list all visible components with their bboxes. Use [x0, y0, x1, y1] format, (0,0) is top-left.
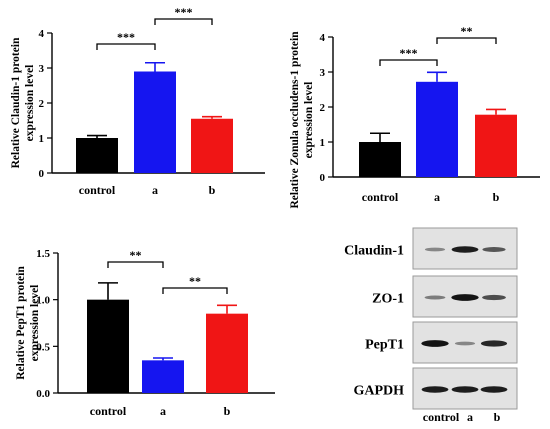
blot-band	[451, 294, 479, 301]
significance-label: **	[130, 248, 142, 262]
significance-label: **	[189, 274, 201, 288]
western-blot-panel: Claudin-1 ZO-1 PepT1 GAPDH control a b	[344, 227, 518, 424]
x-tick-label: control	[79, 183, 116, 197]
significance-label: ***	[117, 30, 135, 44]
y-tick-label: 1	[320, 137, 326, 149]
significance-bracket: ***	[96, 30, 156, 50]
y-tick-label: 2	[320, 102, 326, 114]
blot-row-zo-1: ZO-1	[372, 275, 518, 318]
blot-lane-label: b	[494, 410, 501, 424]
y-tick-label: 1	[39, 133, 45, 145]
x-tick-label: a	[152, 183, 158, 197]
y-axis-label-line: expression level	[303, 82, 315, 159]
y-axis-label-line: Relative Claudin-1 protein	[10, 37, 22, 168]
x-tick-label: control	[362, 190, 399, 204]
blot-row-label: GAPDH	[353, 384, 404, 399]
bar-b	[475, 114, 517, 177]
y-tick-label: 0.0	[36, 388, 50, 400]
x-tick-label: b	[224, 404, 231, 418]
blot-band	[480, 340, 508, 347]
bar-control	[359, 142, 401, 177]
y-tick-label: 0.5	[36, 341, 50, 353]
bar-a	[134, 71, 176, 173]
y-tick-label: 0	[320, 172, 326, 184]
significance-bracket: **	[107, 248, 164, 268]
blot-row-label: ZO-1	[372, 292, 404, 307]
blot-lane-label: control	[423, 410, 460, 424]
x-tick-label: control	[90, 404, 127, 418]
x-tick-label: a	[434, 190, 440, 204]
bracket-line	[154, 18, 213, 25]
blot-band	[421, 340, 449, 347]
y-tick-label: 3	[39, 63, 45, 75]
zo-1-bar-chart: 0 1 2 3 4 Relative Zonula occludens-1 protein…	[289, 24, 540, 209]
y-axis-label: Relative Claudin-1 protein expression lev…	[10, 37, 36, 168]
bracket-line	[96, 43, 156, 50]
blot-band	[421, 386, 449, 393]
y-axis-label-line: expression level	[29, 285, 41, 362]
x-tick-label: b	[493, 190, 500, 204]
blot-row-gapdh: GAPDH	[353, 367, 518, 410]
blot-band	[451, 386, 479, 393]
blot-band	[454, 341, 476, 346]
bar-control	[87, 299, 129, 393]
bracket-line	[107, 261, 164, 268]
blot-band	[482, 247, 506, 252]
significance-label: ***	[400, 46, 418, 60]
y-axis-label-line: Relative PepT1 protein	[15, 266, 27, 380]
blot-lane-label: a	[467, 410, 473, 424]
y-tick-label: 4	[39, 28, 45, 40]
significance-bracket: ***	[154, 5, 213, 25]
bar-control	[76, 138, 118, 173]
blot-row-label: PepT1	[365, 338, 404, 353]
y-tick-label: 0	[39, 168, 45, 180]
y-axis-label-line: Relative Zonula occludens-1 protein	[289, 31, 301, 209]
significance-label: ***	[175, 5, 193, 19]
pept1-bar-chart: 0.0 0.5 1.0 1.5 Relative PepT1 protein expres…	[15, 248, 275, 418]
bracket-line	[379, 59, 438, 66]
y-tick-label: 1.5	[36, 248, 50, 260]
blot-row-pept1: PepT1	[365, 321, 518, 364]
bar-a	[416, 81, 458, 177]
blot-row-label: Claudin-1	[344, 244, 404, 259]
significance-bracket: **	[162, 274, 228, 294]
y-tick-label: 4	[320, 32, 326, 44]
y-tick-label: 3	[320, 67, 326, 79]
blot-band	[424, 295, 446, 300]
bracket-line	[162, 287, 228, 294]
significance-bracket: **	[436, 24, 497, 44]
bar-a	[142, 360, 184, 393]
bar-b	[191, 118, 233, 173]
significance-bracket: ***	[379, 46, 438, 66]
x-tick-label: b	[209, 183, 216, 197]
bracket-line	[436, 37, 497, 44]
y-axis-label: Relative Zonula occludens-1 protein expre…	[289, 31, 315, 209]
x-tick-label: a	[160, 404, 166, 418]
blot-band	[451, 246, 479, 253]
y-axis-label: Relative PepT1 protein expression level	[15, 266, 41, 380]
blot-row-claudin-1: Claudin-1	[344, 227, 518, 270]
y-tick-label: 2	[39, 98, 45, 110]
y-axis-label-line: expression level	[24, 65, 36, 142]
blot-band	[424, 247, 446, 252]
blot-band	[482, 294, 506, 301]
bar-b	[206, 313, 248, 393]
significance-label: **	[461, 24, 473, 38]
blot-band	[480, 386, 508, 393]
y-tick-label: 1.0	[36, 295, 50, 307]
